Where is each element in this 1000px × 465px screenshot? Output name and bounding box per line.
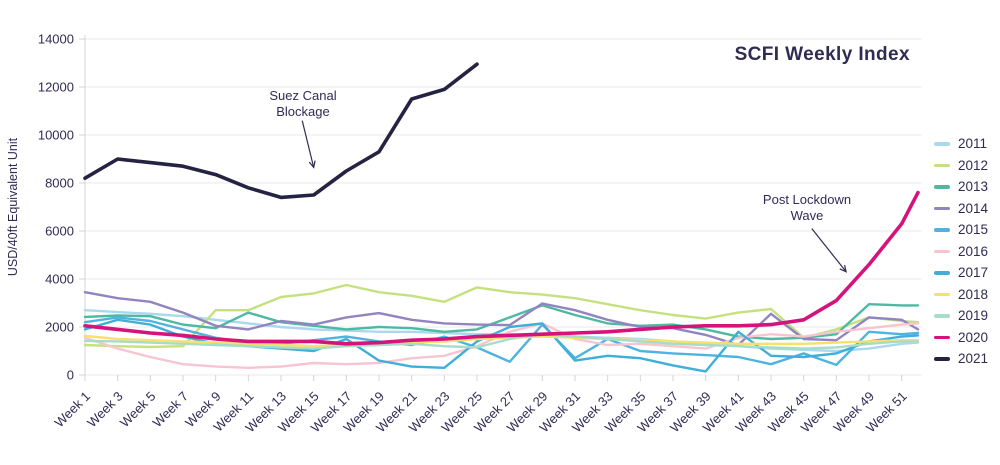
y-tick-label: 2000 [45,320,74,335]
legend: 2011 2012 2013 2014 2015 2016 2017 2018 2019 2020… [934,133,988,370]
legend-swatch-2011 [934,142,950,146]
legend-label: 2016 [958,243,989,259]
legend-swatch-2019 [934,314,950,318]
series-line-2013 [83,303,920,341]
legend-label: 2021 [958,351,989,367]
legend-label: 2020 [958,329,989,345]
legend-item-2012: 2012 [934,155,988,177]
legend-item-2016: 2016 [934,241,988,263]
annotation-arrowhead-suez [308,160,316,169]
chart-title: SCFI Weekly Index [734,44,910,65]
x-tick-label: Week 7 [150,389,192,431]
legend-swatch-2012 [934,163,950,167]
y-tick-label: 6000 [45,224,74,239]
legend-item-2018: 2018 [934,284,988,306]
y-tick-label: 0 [67,368,74,383]
annotation-suez-canal-blockage: Suez Canal Blockage [269,88,336,120]
legend-item-2013: 2013 [934,176,988,198]
legend-label: 2011 [958,136,988,152]
y-tick-label: 4000 [45,272,74,287]
legend-item-2011: 2011 [934,133,988,155]
y-tick-label: 12000 [38,80,74,95]
series-line-2020 [83,190,920,346]
series-line-2016 [83,322,920,369]
legend-label: 2013 [958,179,989,195]
legend-item-2019: 2019 [934,305,988,327]
annotation-post-lockdown-wave: Post Lockdown Wave [763,192,851,224]
series-line-2021 [83,62,479,200]
legend-item-2014: 2014 [934,198,988,220]
annotation-line: Wave [790,208,824,223]
legend-label: 2014 [958,200,989,216]
legend-label: 2018 [958,286,989,302]
x-tick-label: Week 1 [52,389,94,431]
annotation-arrow-suez [301,120,315,168]
x-tick-label: Week 3 [84,389,126,431]
legend-swatch-2013 [934,185,950,189]
annotation-line: Blockage [276,104,330,119]
annotation-line: Post Lockdown [762,192,852,207]
legend-label: 2012 [958,157,989,173]
annotation-arrowhead-lockdown [839,264,847,273]
legend-swatch-2018 [934,292,950,296]
annotation-arrow-lockdown [811,228,847,273]
series-line-2014 [83,291,920,347]
legend-swatch-2015 [934,228,950,232]
y-tick-label: 10000 [38,128,74,143]
legend-label: 2019 [958,308,989,324]
legend-label: 2015 [958,222,989,238]
legend-item-2021: 2021 [934,348,988,370]
y-tick-label: 8000 [45,176,74,191]
legend-swatch-2014 [934,206,950,210]
legend-swatch-2021 [934,357,950,361]
x-tick-label: Week 5 [117,389,159,431]
legend-swatch-2020 [934,335,950,339]
y-axis-title: USD/40ft Equivalent Unit [6,137,20,277]
legend-label: 2017 [958,265,989,281]
series-line-2019 [83,333,920,350]
annotation-line: Suez Canal [269,88,337,103]
legend-item-2020: 2020 [934,327,988,349]
legend-swatch-2016 [934,249,950,253]
series-line-2012 [83,283,920,349]
legend-item-2015: 2015 [934,219,988,241]
legend-item-2017: 2017 [934,262,988,284]
legend-swatch-2017 [934,271,950,275]
y-tick-label: 14000 [38,32,74,47]
